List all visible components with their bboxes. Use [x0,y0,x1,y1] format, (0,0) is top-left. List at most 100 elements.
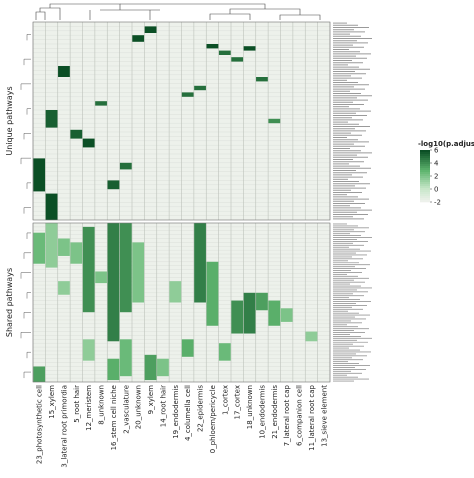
unique-heatmap-cell [107,180,120,190]
unique-heatmap-cell [243,46,256,51]
legend-color-step [420,154,430,157]
column-label: 16_stem cell niche [110,385,118,450]
row-dendrogram-branch [23,207,31,214]
legend-color-step [420,176,430,179]
row-dendrogram-branch [20,272,31,279]
shared-heatmap-cell [169,281,182,303]
legend-color-step [420,184,430,187]
unique-heatmap-cell [82,138,95,148]
column-label: 15_xylem [48,385,56,419]
legend-color-step [420,180,430,183]
legend-color-step [420,188,430,191]
row-dendrogram-branch [23,58,31,66]
shared-panel-border [32,222,331,383]
legend-color-step [420,194,430,197]
column-label: 11_lateral root cap [308,384,316,450]
shared-heatmap-cell [45,223,58,268]
row-dendrogram-branch [26,108,31,115]
legend-tick-label: -2 [434,199,441,207]
shared-heatmap-cell [206,261,219,326]
column-label: 4_columella cell [184,385,192,441]
unique-heatmap-cell [58,66,70,77]
legend-color-step [420,152,430,155]
legend-color-step [420,156,430,159]
column-label: 14_root hair [159,385,167,427]
column-label: 0_phloem/pericycle [209,385,217,453]
legend-tick-label: 2 [434,173,438,181]
unique-heatmap-cell [144,26,157,33]
dendrogram-branch [35,11,46,20]
shared-heatmap-cell [280,308,293,322]
shared-heatmap-cell [194,223,206,303]
legend-color-step [420,160,430,163]
legend-color-step [420,168,430,171]
unique-heatmap-cell [256,77,268,82]
shared-heatmap-cell [256,292,268,311]
unique-heatmap-cell [231,57,244,62]
shared-heatmap-cell [107,223,120,342]
legend-tick-label: 0 [434,186,438,194]
row-dendrogram-branch [26,34,31,41]
shared-heatmap-cell [218,343,231,361]
shared-heatmap-cell [95,271,107,284]
legend-title: -log10(p.adjust) [418,140,474,148]
column-label: 2_vasculature [122,385,130,434]
dendrogram-branch [39,7,61,20]
dendrogram-branch [120,3,266,9]
column-label: 9_xylem [147,385,155,414]
shared-heatmap-cell [305,331,318,342]
legend-color-step [420,186,430,189]
legend-color-step [420,178,430,181]
row-dendrogram-branch [23,312,31,319]
shared-heatmap-cell [70,242,83,264]
legend-color-step [420,198,430,201]
unique-heatmap-cell [194,85,206,91]
column-label: 13_sieve element [320,385,328,447]
row-dendrogram-branch [26,232,31,239]
column-label: 20_unknown [135,385,143,429]
column-label: 10_endodermis [258,385,266,439]
column-label: 8_unknown [98,385,106,425]
legend-color-step [420,200,430,203]
legend-color-step [420,192,430,195]
column-label: 5_root hair [73,385,81,423]
legend-color-step [420,164,430,167]
shared-heatmap-cell [181,339,194,357]
legend-color-step [420,172,430,175]
shared-heatmap-cell [82,339,95,361]
column-label: 12_meristem [85,385,93,431]
legend-tick-label: 6 [434,147,439,155]
legend-color-step [420,166,430,169]
column-label: 1_cortex [221,385,229,415]
shared-heatmap-cell [157,358,169,377]
legend-color-step [420,196,430,199]
dendrogram-branch [279,14,321,20]
column-label: 21_endodermis [271,385,279,439]
row-dendrogram-branch [23,371,31,379]
column-dendrogram [35,3,321,20]
row-dendrogram-branch [26,292,31,299]
column-label: 7_lateral root cap [283,384,291,446]
legend-color-step [420,150,430,153]
column-label: 18_unknown [246,385,254,429]
row-dendrogram-branch [20,332,31,339]
unique-heatmap-cell [95,101,107,106]
legend-tick-label: 4 [434,160,439,168]
legend-color-step [420,162,430,165]
row-dendrogram-branch [26,351,31,359]
shared-heatmap-cell [58,281,70,295]
unique-heatmap-cell [268,118,281,124]
unique-heatmap-cell [181,92,194,97]
shared-heatmap-cell [119,223,132,313]
row-dendrogram-branch [23,252,31,259]
unique-heatmap-cell [132,35,145,42]
shared-heatmap-cell [144,354,157,381]
row-dendrogram-branch [26,182,31,189]
shared-heatmap-cell [243,292,256,334]
unique-heatmap-cell [206,44,219,49]
unique-heatmap-cell [218,50,231,55]
legend-color-step [420,170,430,173]
dendrogram-branch [209,13,251,20]
